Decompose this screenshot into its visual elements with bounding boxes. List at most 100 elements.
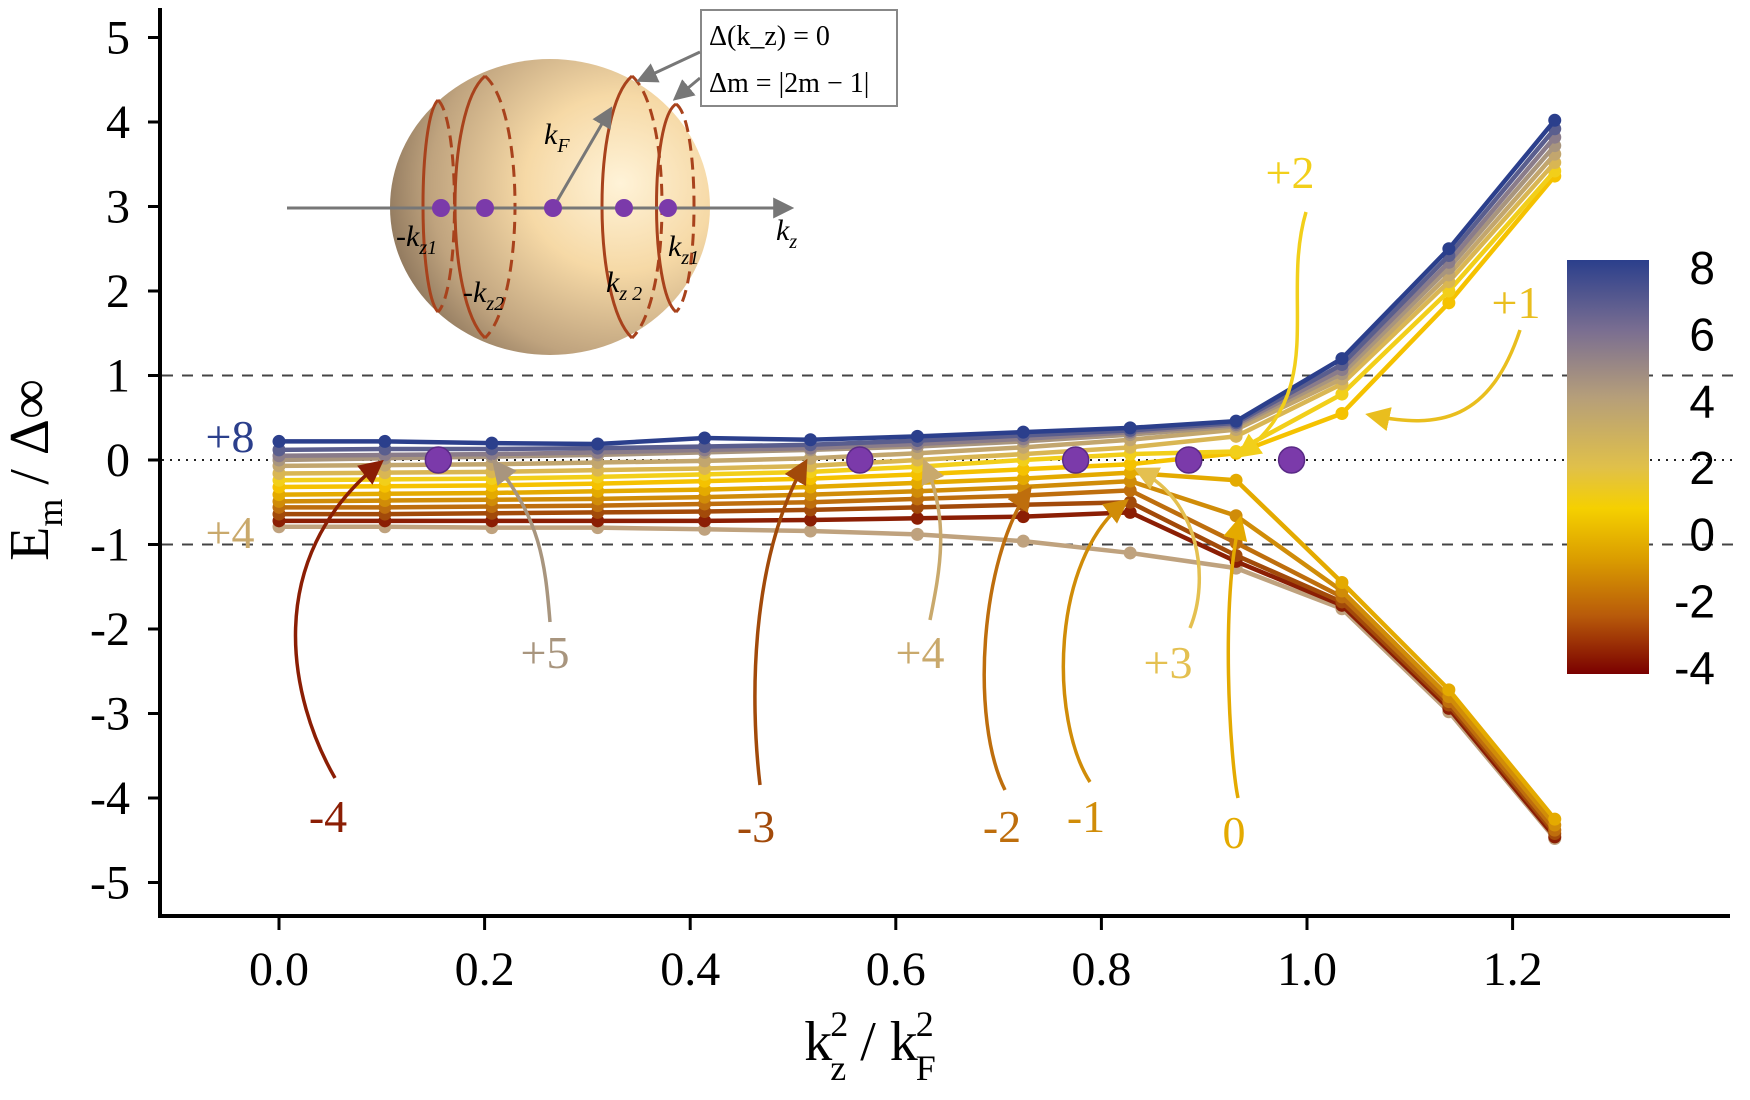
annotation-label: +1 — [1492, 277, 1541, 328]
data-point — [1548, 812, 1562, 826]
annotation-arrow — [753, 458, 808, 786]
x-tick-label: 1.0 — [1277, 943, 1337, 996]
x-tick-label: 0.0 — [249, 943, 309, 996]
series-m-5 — [272, 520, 1562, 846]
annotation-label: +4 — [206, 507, 255, 558]
annotation-arrow — [491, 459, 552, 623]
node-minus-kz1 — [432, 199, 450, 217]
label-minus-kz2: -kz2 — [463, 276, 504, 315]
colorbar-gradient — [1567, 260, 1649, 674]
ring-minus-kz2-dash — [483, 74, 517, 340]
condition-line-2: Δm = |2m − 1| — [709, 68, 869, 99]
x-axis-label: k2 z / k2 F — [804, 1004, 936, 1088]
annotation-label: -1 — [1067, 791, 1105, 842]
box-arrow-1 — [636, 50, 701, 83]
annotation-arrow — [1365, 329, 1522, 432]
x-tick-label: 1.2 — [1483, 943, 1543, 996]
box-arrow-2 — [672, 76, 701, 101]
label-minus-kz1: -kz1 — [396, 220, 437, 259]
series-line-m-5 — [279, 524, 1557, 841]
data-point — [1123, 421, 1137, 435]
data-point — [1442, 683, 1456, 697]
annotation-arrow — [1061, 498, 1129, 783]
colorbar-tick-label: 2 — [1689, 442, 1715, 494]
y-ticks: 5 4 3 2 1 0 -1 -2 -3 -4 -5 — [90, 12, 160, 910]
y-axis-label: Em / Δ∞ — [0, 379, 70, 561]
data-point — [1335, 576, 1349, 590]
zero-crossing-point — [424, 446, 453, 474]
data-point — [1016, 534, 1030, 548]
annotation-arrow — [982, 485, 1032, 791]
data-point — [1442, 296, 1456, 310]
annotation-label: +8 — [206, 411, 255, 462]
y-tick-label: 0 — [106, 434, 130, 487]
zero-crossing-point — [846, 446, 874, 474]
zero-crossing-points — [424, 446, 1306, 474]
annotation-arrow — [1133, 467, 1201, 629]
annotation-label: +4 — [896, 627, 945, 678]
node-center — [544, 199, 562, 217]
x-tick-label: 0.2 — [455, 943, 515, 996]
kF-vector — [551, 106, 613, 209]
x-ticks: 0.0 0.2 0.4 0.6 0.8 1.0 1.2 — [249, 916, 1543, 996]
y-tick-label: 2 — [106, 265, 130, 318]
zero-crossing-point — [1061, 446, 1090, 474]
colorbar-tick-label: -2 — [1674, 575, 1715, 627]
ring-minus-kz2-solid — [453, 74, 487, 340]
axes — [158, 8, 1730, 918]
data-point — [1123, 483, 1137, 497]
y-tick-label: -1 — [90, 519, 130, 572]
x-tick-label: 0.4 — [660, 943, 720, 996]
y-tick-label: 5 — [106, 12, 130, 65]
data-point — [1016, 425, 1030, 439]
label-kz-axis: kz — [776, 214, 797, 253]
data-point — [1016, 472, 1030, 486]
ring-kz1-dash — [674, 102, 696, 314]
colorbar-tick-label: 6 — [1689, 309, 1715, 361]
data-point — [485, 436, 499, 450]
y-tick-label: 4 — [106, 96, 130, 149]
data-point — [591, 437, 605, 451]
colorbar-tick-label: 4 — [1689, 375, 1715, 427]
annotation-label: -2 — [983, 801, 1021, 852]
colorbar: 8 6 4 2 0 -2 -4 — [1567, 242, 1715, 694]
data-point — [1016, 510, 1030, 524]
ring-minus-kz1-solid — [421, 98, 440, 314]
y-tick-label: 3 — [106, 181, 130, 234]
data-point — [910, 511, 924, 525]
data-point — [1016, 462, 1030, 476]
colorbar-ticks: 8 6 4 2 0 -2 -4 — [1674, 242, 1715, 694]
annotation-label: 0 — [1223, 807, 1246, 858]
fermi-sphere-inset: kF kz -kz1 -kz2 kz 2 kz1 Δ(k_z) = 0 Δm =… — [287, 9, 898, 355]
annotation-label: +3 — [1144, 637, 1193, 688]
data-point — [1229, 414, 1243, 428]
data-point — [910, 527, 924, 541]
data-point — [1335, 352, 1349, 366]
annotation-label: -3 — [737, 801, 775, 852]
annotation-arrow — [293, 459, 384, 779]
condition-box — [700, 9, 898, 107]
series-m8 — [272, 113, 1562, 451]
y-tick-label: -3 — [90, 688, 130, 741]
y-tick-label: -5 — [90, 857, 130, 910]
reference-lines — [162, 374, 1735, 546]
data-point — [910, 429, 924, 443]
node-minus-kz2 — [476, 199, 494, 217]
data-point — [1335, 407, 1349, 421]
x-tick-label: 0.8 — [1071, 943, 1131, 996]
ring-kz1-solid — [655, 102, 678, 314]
annotation-arrow — [1236, 211, 1308, 458]
y-tick-label: 1 — [106, 350, 130, 403]
annotation-arrow — [921, 458, 945, 621]
annotations: +8 +4 -4 +5 -3 +4 -2 -1 +3 0 +2 +1 — [206, 147, 1541, 858]
data-point — [1229, 473, 1243, 487]
data-point — [1123, 457, 1137, 471]
x-tick-label: 0.6 — [866, 943, 926, 996]
y-tick-label: -4 — [90, 772, 130, 825]
label-kz2: kz 2 — [606, 266, 642, 305]
data-point — [698, 431, 712, 445]
colorbar-tick-label: 8 — [1689, 242, 1715, 294]
data-point — [1335, 387, 1349, 401]
node-kz1 — [659, 199, 677, 217]
